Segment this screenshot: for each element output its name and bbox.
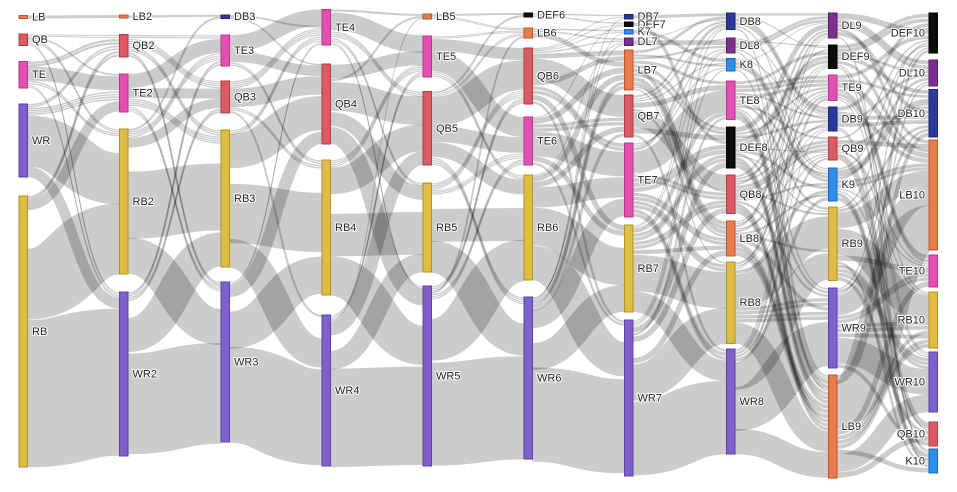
svg-text:WR9: WR9 xyxy=(842,323,866,335)
svg-text:LB7: LB7 xyxy=(638,65,658,77)
svg-text:QB6: QB6 xyxy=(537,71,559,83)
svg-text:QB: QB xyxy=(32,34,48,46)
svg-text:QB8: QB8 xyxy=(740,189,762,201)
svg-text:TE2: TE2 xyxy=(133,88,153,100)
svg-text:RB10: RB10 xyxy=(897,315,925,327)
svg-text:TE6: TE6 xyxy=(537,136,557,148)
svg-text:WR5: WR5 xyxy=(436,371,460,383)
svg-text:DB7: DB7 xyxy=(638,11,659,23)
svg-text:RB3: RB3 xyxy=(234,193,255,205)
svg-text:WR10: WR10 xyxy=(894,377,925,389)
svg-text:QB9: QB9 xyxy=(842,143,864,155)
svg-text:QB3: QB3 xyxy=(234,92,256,104)
svg-text:K7: K7 xyxy=(638,26,651,38)
svg-text:DL10: DL10 xyxy=(899,68,925,80)
svg-text:QB4: QB4 xyxy=(335,99,357,111)
svg-text:WR4: WR4 xyxy=(335,385,359,397)
svg-text:RB: RB xyxy=(32,326,47,338)
svg-text:DEF9: DEF9 xyxy=(842,51,870,63)
svg-text:LB8: LB8 xyxy=(740,233,760,245)
svg-text:TE: TE xyxy=(32,69,46,81)
svg-text:DB9: DB9 xyxy=(842,114,863,126)
svg-text:LB9: LB9 xyxy=(842,421,862,433)
svg-text:RB5: RB5 xyxy=(436,222,457,234)
svg-text:TE3: TE3 xyxy=(234,45,254,57)
svg-text:RB4: RB4 xyxy=(335,222,356,234)
svg-text:DEF6: DEF6 xyxy=(537,10,565,22)
svg-text:DEF10: DEF10 xyxy=(891,28,925,40)
svg-text:LB10: LB10 xyxy=(899,190,925,202)
svg-text:TE7: TE7 xyxy=(638,175,658,187)
svg-text:DB8: DB8 xyxy=(740,16,761,28)
svg-text:DL7: DL7 xyxy=(638,36,658,48)
svg-text:QB5: QB5 xyxy=(436,123,458,135)
svg-text:DEF7: DEF7 xyxy=(638,19,666,31)
svg-text:QB10: QB10 xyxy=(897,429,925,441)
svg-text:QB2: QB2 xyxy=(133,40,155,52)
svg-text:WR3: WR3 xyxy=(234,357,258,369)
svg-text:RB7: RB7 xyxy=(638,263,659,275)
svg-text:WR: WR xyxy=(32,135,50,147)
svg-text:K9: K9 xyxy=(842,179,855,191)
svg-text:DL8: DL8 xyxy=(740,40,760,52)
svg-text:TE9: TE9 xyxy=(842,82,862,94)
svg-text:LB6: LB6 xyxy=(537,28,557,40)
svg-text:TE8: TE8 xyxy=(740,95,760,107)
svg-text:RB8: RB8 xyxy=(740,297,761,309)
svg-text:RB6: RB6 xyxy=(537,222,558,234)
svg-text:TE4: TE4 xyxy=(335,22,355,34)
svg-text:DB10: DB10 xyxy=(897,108,925,120)
svg-text:RB2: RB2 xyxy=(133,196,154,208)
svg-text:LB: LB xyxy=(32,12,45,24)
svg-text:RB9: RB9 xyxy=(842,238,863,250)
svg-text:WR7: WR7 xyxy=(638,393,662,405)
svg-text:DL9: DL9 xyxy=(842,20,862,32)
svg-text:DEF8: DEF8 xyxy=(740,142,768,154)
svg-text:K8: K8 xyxy=(740,59,753,71)
svg-text:TE10: TE10 xyxy=(899,266,925,278)
svg-text:WR2: WR2 xyxy=(133,369,157,381)
svg-text:DB3: DB3 xyxy=(234,11,255,23)
svg-text:WR6: WR6 xyxy=(537,373,561,385)
svg-text:LB2: LB2 xyxy=(133,11,153,23)
svg-text:TE5: TE5 xyxy=(436,51,456,63)
svg-text:WR8: WR8 xyxy=(740,396,764,408)
svg-text:LB5: LB5 xyxy=(436,11,456,23)
svg-text:QB7: QB7 xyxy=(638,111,660,123)
svg-text:K10: K10 xyxy=(905,456,925,468)
